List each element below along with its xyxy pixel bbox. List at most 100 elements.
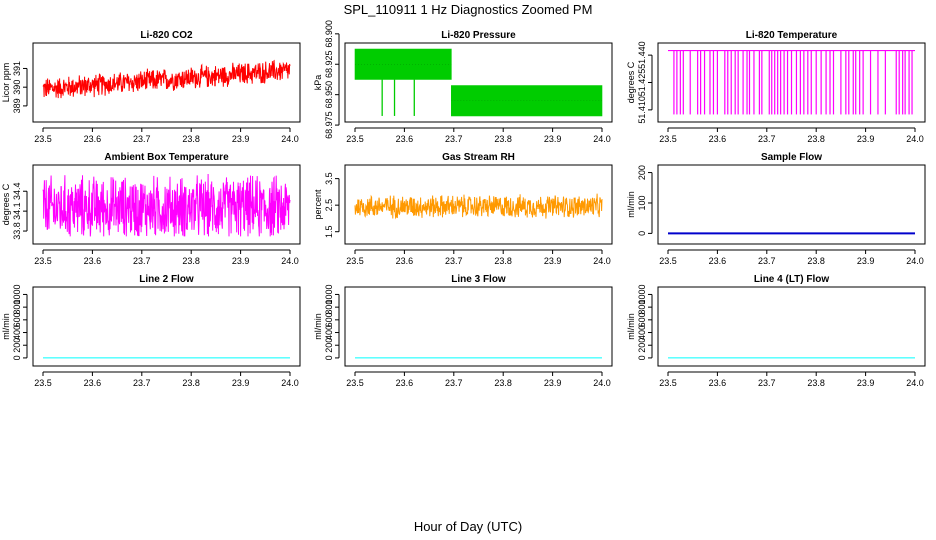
pressure-x-tick-label-1: 23.6 bbox=[396, 134, 414, 144]
licor_temp-title: Li-820 Temperature bbox=[746, 30, 838, 41]
line3-y-tick-label-2: 400 bbox=[324, 325, 334, 340]
sample_flow-y-tick-label-0: 0 bbox=[637, 231, 647, 236]
pressure-y-tick-label-2: 68.925 bbox=[324, 50, 334, 78]
co2-x-tick-label-5: 24.0 bbox=[281, 134, 299, 144]
rh-x-tick-label-1: 23.6 bbox=[396, 256, 414, 266]
rh-y-tick-label-1: 2.5 bbox=[324, 199, 334, 212]
co2-series-line bbox=[42, 59, 291, 99]
sample_flow-x-tick-label-3: 23.8 bbox=[807, 256, 825, 266]
line2-x-tick-label-1: 23.6 bbox=[84, 378, 102, 388]
licor_temp-x-tick-label-2: 23.7 bbox=[758, 134, 776, 144]
licor_temp-x-tick-label-0: 23.5 bbox=[659, 134, 677, 144]
box_temp-x-tick-label-1: 23.6 bbox=[84, 256, 102, 266]
pressure-y-tick-label-1: 68.950 bbox=[324, 81, 334, 109]
line2-y-tick-label-0: 0 bbox=[12, 355, 22, 360]
line3-x-tick-label-3: 23.8 bbox=[494, 378, 512, 388]
pressure-x-tick-label-4: 23.9 bbox=[544, 134, 562, 144]
line4-y-tick-label-5: 1000 bbox=[637, 284, 647, 304]
rh-y-tick-label-0: 1.5 bbox=[324, 225, 334, 238]
panel-box_temp: Ambient Box Temperature 23.5 23.6 23.7 23.8 2… bbox=[1, 152, 301, 266]
co2-x-tick-label-1: 23.6 bbox=[84, 134, 102, 144]
line4-y-tick-label-1: 200 bbox=[637, 338, 647, 353]
figure-x-axis-label: Hour of Day (UTC) bbox=[414, 519, 522, 534]
sample_flow-x-tick-label-4: 23.9 bbox=[857, 256, 875, 266]
line3-frame bbox=[344, 286, 613, 367]
sample_flow-title: Sample Flow bbox=[761, 152, 822, 163]
pressure-y-tick-label-0: 68.975 bbox=[324, 111, 334, 139]
pressure-x-tick-label-2: 23.7 bbox=[445, 134, 463, 144]
line4-x-tick-label-1: 23.6 bbox=[709, 378, 727, 388]
box_temp-series-line bbox=[42, 173, 291, 237]
licor_temp-x-tick-label-3: 23.8 bbox=[807, 134, 825, 144]
line4-x-tick-label-0: 23.5 bbox=[659, 378, 677, 388]
co2-x-tick-label-4: 23.9 bbox=[232, 134, 250, 144]
co2-title: Li-820 CO2 bbox=[140, 30, 193, 41]
line2-y-axis-label: ml/min bbox=[1, 313, 11, 340]
sample_flow-y-tick-label-2: 200 bbox=[637, 165, 647, 180]
line3-y-tick-label-1: 200 bbox=[324, 338, 334, 353]
line4-x-tick-label-5: 24.0 bbox=[906, 378, 924, 388]
line4-y-tick-label-0: 0 bbox=[637, 355, 647, 360]
line4-x-tick-label-4: 23.9 bbox=[857, 378, 875, 388]
box_temp-x-tick-label-4: 23.9 bbox=[232, 256, 250, 266]
box_temp-x-tick-label-0: 23.5 bbox=[34, 256, 52, 266]
box_temp-y-tick-label-2: 34.4 bbox=[12, 182, 22, 200]
pressure-x-tick-label-0: 23.5 bbox=[346, 134, 364, 144]
pressure-title: Li-820 Pressure bbox=[441, 30, 516, 41]
licor_temp-frame bbox=[657, 42, 926, 123]
box_temp-title: Ambient Box Temperature bbox=[104, 152, 229, 163]
panel-licor_temp: Li-820 Temperature 23.5 23.6 23.7 23.8 23.9 24… bbox=[626, 30, 926, 144]
line2-x-tick-label-4: 23.9 bbox=[232, 378, 250, 388]
box_temp-x-tick-label-3: 23.8 bbox=[182, 256, 200, 266]
line3-x-tick-label-2: 23.7 bbox=[445, 378, 463, 388]
line4-y-tick-label-3: 600 bbox=[637, 312, 647, 327]
rh-y-tick-label-2: 3.5 bbox=[324, 172, 334, 185]
licor_temp-x-tick-label-1: 23.6 bbox=[709, 134, 727, 144]
line4-frame bbox=[657, 286, 926, 367]
co2-frame bbox=[32, 42, 301, 123]
panel-line3: Line 3 Flow 23.5 23.6 23.7 23.8 23.9 24.0 0 2004… bbox=[313, 274, 613, 388]
line3-y-tick-label-4: 800 bbox=[324, 300, 334, 315]
licor_temp-y-tick-label-0: 51.410 bbox=[637, 96, 647, 124]
sample_flow-x-tick-label-5: 24.0 bbox=[906, 256, 924, 266]
panel-line4: Line 4 (LT) Flow 23.5 23.6 23.7 23.8 23.9 24.0… bbox=[626, 274, 926, 388]
licor_temp-x-tick-label-5: 24.0 bbox=[906, 134, 924, 144]
line2-frame bbox=[32, 286, 301, 367]
panel-line2: Line 2 Flow 23.5 23.6 23.7 23.8 23.9 24.0 0 2004… bbox=[1, 274, 301, 388]
co2-x-tick-label-2: 23.7 bbox=[133, 134, 151, 144]
figure-title: SPL_110911 1 Hz Diagnostics Zoomed PM bbox=[344, 2, 593, 17]
line4-y-tick-label-4: 800 bbox=[637, 300, 647, 315]
line2-y-tick-label-4: 800 bbox=[12, 300, 22, 315]
rh-x-tick-label-0: 23.5 bbox=[346, 256, 364, 266]
sample_flow-frame bbox=[657, 164, 926, 245]
co2-x-tick-label-0: 23.5 bbox=[34, 134, 52, 144]
rh-x-tick-label-2: 23.7 bbox=[445, 256, 463, 266]
line2-x-tick-label-3: 23.8 bbox=[182, 378, 200, 388]
panel-pressure: Li-820 Pressure 23.5 23.6 23.7 23.8 23.9 24.0 6… bbox=[313, 20, 613, 144]
rh-x-tick-label-3: 23.8 bbox=[494, 256, 512, 266]
pressure-x-tick-label-5: 24.0 bbox=[593, 134, 611, 144]
line2-title: Line 2 Flow bbox=[139, 274, 194, 285]
line2-x-tick-label-0: 23.5 bbox=[34, 378, 52, 388]
line3-y-tick-label-5: 1000 bbox=[324, 284, 334, 304]
pressure-y-tick-label-3: 68.900 bbox=[324, 20, 334, 48]
line2-x-tick-label-2: 23.7 bbox=[133, 378, 151, 388]
panel-co2: Li-820 CO2 23.5 23.6 23.7 23.8 23.9 24.0 389 390… bbox=[1, 30, 301, 144]
licor_temp-y-axis-label: degrees C bbox=[626, 61, 636, 103]
line3-x-tick-label-5: 24.0 bbox=[593, 378, 611, 388]
line3-x-tick-label-4: 23.9 bbox=[544, 378, 562, 388]
pressure-y-axis-label: kPa bbox=[313, 75, 323, 91]
line3-title: Line 3 Flow bbox=[451, 274, 506, 285]
rh-frame bbox=[344, 164, 613, 245]
line4-x-tick-label-3: 23.8 bbox=[807, 378, 825, 388]
line4-title: Line 4 (LT) Flow bbox=[754, 274, 830, 285]
line3-y-axis-label: ml/min bbox=[313, 313, 323, 340]
line4-x-tick-label-2: 23.7 bbox=[758, 378, 776, 388]
sample_flow-y-tick-label-1: 100 bbox=[637, 195, 647, 210]
rh-title: Gas Stream RH bbox=[442, 152, 515, 163]
line3-y-tick-label-3: 600 bbox=[324, 312, 334, 327]
box_temp-y-tick-label-0: 33.8 bbox=[12, 222, 22, 240]
co2-y-tick-label-0: 389 bbox=[12, 98, 22, 113]
line3-y-tick-label-0: 0 bbox=[324, 355, 334, 360]
rh-series-line bbox=[354, 193, 603, 220]
